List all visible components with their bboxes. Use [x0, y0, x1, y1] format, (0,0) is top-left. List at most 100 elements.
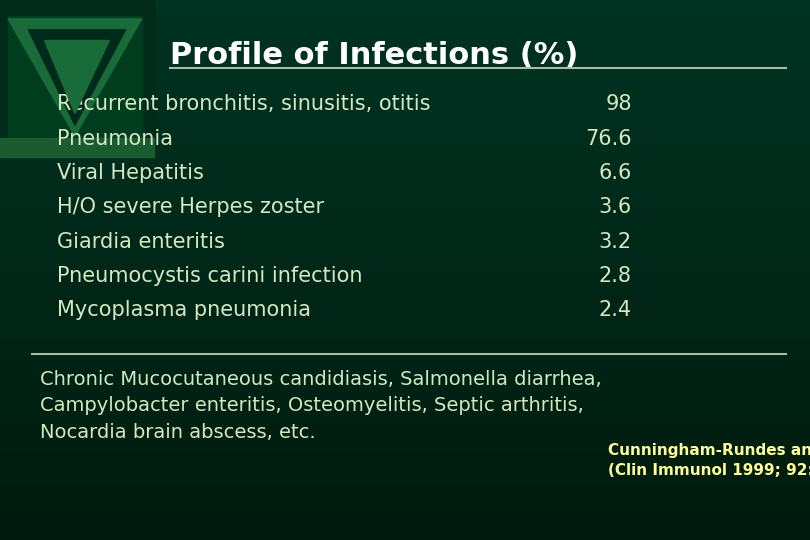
- Bar: [0, 119, 810, 124]
- Bar: [0, 265, 810, 270]
- Bar: [0, 275, 810, 281]
- Bar: [0, 162, 810, 167]
- Bar: [0, 157, 810, 162]
- Bar: [0, 59, 810, 65]
- Bar: [0, 189, 810, 194]
- Bar: [0, 513, 810, 518]
- Bar: [0, 70, 810, 76]
- Bar: [0, 373, 810, 378]
- Bar: [0, 416, 810, 421]
- Bar: [0, 470, 810, 475]
- Text: 3.6: 3.6: [599, 198, 632, 218]
- Bar: [0, 178, 810, 184]
- Bar: [0, 340, 810, 346]
- Text: 3.2: 3.2: [599, 232, 632, 252]
- Bar: [0, 5, 810, 11]
- Bar: [0, 216, 810, 221]
- Text: Profile of Infections (%): Profile of Infections (%): [170, 40, 578, 70]
- Bar: [0, 524, 810, 529]
- Bar: [0, 324, 810, 329]
- Bar: [0, 43, 810, 49]
- Polygon shape: [8, 19, 142, 136]
- Bar: [0, 362, 810, 367]
- Bar: [0, 351, 810, 356]
- Bar: [0, 38, 810, 43]
- Bar: [0, 400, 810, 405]
- Text: 76.6: 76.6: [585, 129, 632, 149]
- Bar: [0, 405, 810, 410]
- Polygon shape: [45, 40, 109, 113]
- Text: Recurrent bronchitis, sinusitis, otitis: Recurrent bronchitis, sinusitis, otitis: [57, 94, 430, 114]
- Text: Cunningham-Rundes and Bodian
(Clin Immunol 1999; 92:34-48): Cunningham-Rundes and Bodian (Clin Immun…: [608, 443, 810, 477]
- Bar: [0, 151, 810, 157]
- Bar: [0, 464, 810, 470]
- Bar: [0, 0, 154, 151]
- Bar: [0, 135, 810, 140]
- Text: 98: 98: [605, 94, 632, 114]
- Bar: [0, 16, 810, 22]
- Bar: [0, 254, 810, 259]
- Bar: [0, 508, 810, 513]
- Bar: [0, 221, 810, 227]
- Bar: [0, 367, 810, 373]
- Bar: [0, 286, 810, 292]
- Bar: [0, 454, 810, 459]
- Text: Mycoplasma pneumonia: Mycoplasma pneumonia: [57, 300, 311, 320]
- Bar: [0, 443, 810, 448]
- Bar: [0, 394, 810, 400]
- Bar: [0, 146, 810, 151]
- Polygon shape: [28, 30, 126, 125]
- Bar: [0, 329, 810, 335]
- Bar: [0, 200, 810, 205]
- Text: Chronic Mucocutaneous candidiasis, Salmonella diarrhea,
Campylobacter enteritis,: Chronic Mucocutaneous candidiasis, Salmo…: [40, 370, 602, 442]
- Bar: [0, 138, 154, 157]
- Polygon shape: [8, 16, 142, 138]
- Bar: [0, 383, 810, 389]
- Bar: [0, 0, 810, 5]
- Bar: [0, 49, 810, 54]
- Bar: [0, 113, 810, 119]
- Bar: [0, 302, 810, 308]
- Bar: [0, 356, 810, 362]
- Bar: [0, 76, 810, 81]
- Text: Pneumocystis carini infection: Pneumocystis carini infection: [57, 266, 362, 286]
- Bar: [0, 437, 810, 443]
- Bar: [0, 389, 810, 394]
- Bar: [0, 238, 810, 243]
- Bar: [0, 205, 810, 211]
- Bar: [0, 410, 810, 416]
- Bar: [0, 243, 810, 248]
- Bar: [0, 167, 810, 173]
- Bar: [0, 27, 810, 32]
- Bar: [0, 448, 810, 454]
- Bar: [0, 535, 810, 540]
- Bar: [0, 432, 810, 437]
- Bar: [0, 313, 810, 319]
- Bar: [0, 65, 810, 70]
- Bar: [0, 184, 810, 189]
- Bar: [0, 248, 810, 254]
- Text: 2.4: 2.4: [599, 300, 632, 320]
- Bar: [0, 281, 810, 286]
- Bar: [0, 270, 810, 275]
- Bar: [0, 108, 810, 113]
- Bar: [0, 259, 810, 265]
- Bar: [0, 54, 810, 59]
- Bar: [0, 92, 810, 97]
- Bar: [0, 32, 810, 38]
- Bar: [0, 491, 810, 497]
- Bar: [0, 427, 810, 432]
- Bar: [0, 292, 810, 297]
- Text: Viral Hepatitis: Viral Hepatitis: [57, 163, 203, 183]
- Bar: [0, 97, 810, 103]
- Bar: [0, 502, 810, 508]
- Bar: [0, 140, 810, 146]
- Bar: [0, 319, 810, 324]
- Bar: [0, 194, 810, 200]
- Bar: [0, 421, 810, 427]
- Bar: [0, 130, 810, 135]
- Bar: [0, 486, 810, 491]
- Bar: [0, 459, 810, 464]
- Bar: [0, 124, 810, 130]
- Text: 2.8: 2.8: [599, 266, 632, 286]
